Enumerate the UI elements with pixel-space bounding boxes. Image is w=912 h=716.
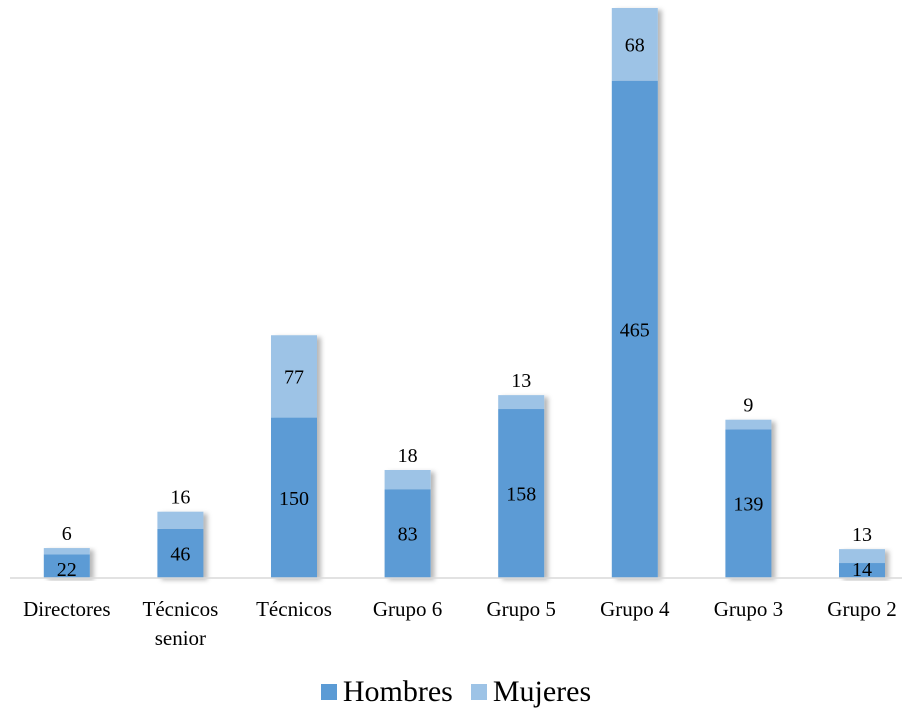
bar-hombres-grupo-4	[611, 80, 658, 578]
data-label-hombres-técnicos: 150	[279, 488, 309, 510]
data-label-hombres-grupo-5: 158	[506, 484, 536, 506]
data-label-mujeres-grupo-6: 18	[398, 445, 418, 467]
data-label-hombres-directores: 22	[57, 559, 77, 581]
bar-group-directores	[43, 548, 90, 578]
category-label-grupo-5: Grupo 5	[486, 597, 555, 621]
bar-group-técnicos	[271, 335, 317, 578]
bar-mujeres-técnicos	[271, 335, 317, 418]
category-label-grupo-2: Grupo 2	[827, 597, 896, 621]
bar-hombres-grupo-3	[725, 429, 772, 578]
data-label-hombres-grupo-4: 465	[620, 319, 650, 341]
legend: Hombres Mujeres	[0, 672, 912, 712]
category-label-grupo-6: Grupo 6	[373, 597, 442, 621]
data-label-hombres-grupo-2: 14	[852, 559, 872, 581]
category-label-grupo-3: Grupo 3	[714, 597, 783, 621]
bar-mujeres-grupo-4	[611, 8, 658, 81]
legend-swatch-mujeres	[470, 684, 487, 700]
legend-swatch-hombres	[320, 684, 337, 700]
data-label-mujeres-grupo-4: 68	[625, 34, 645, 56]
category-label-técnicos: Técnicos	[256, 597, 332, 621]
category-label-directores: Directores	[23, 597, 110, 621]
legend-label-mujeres: Mujeres	[492, 675, 592, 708]
bar-mujeres-grupo-2	[839, 549, 885, 564]
data-label-hombres-técnicos-senior: 46	[170, 543, 190, 565]
bar-mujeres-directores	[43, 548, 90, 555]
bar-group-grupo-3	[725, 419, 772, 578]
bar-hombres-grupo-2	[839, 563, 885, 578]
data-label-mujeres-grupo-3: 9	[743, 395, 753, 417]
bar-group-grupo-5	[498, 395, 545, 578]
data-label-mujeres-técnicos: 77	[284, 366, 304, 388]
bar-hombres-técnicos	[271, 417, 317, 578]
data-label-mujeres-grupo-5: 13	[511, 370, 531, 392]
bar-mujeres-grupo-3	[725, 419, 772, 430]
data-label-mujeres-grupo-2: 13	[852, 524, 872, 546]
bar-group-grupo-2	[839, 549, 885, 578]
data-label-hombres-grupo-6: 83	[398, 524, 418, 546]
stacked-bar-chart: 22 6 Directores 46 16 Técnicos senior 150 77 Técn…	[10, 8, 902, 650]
bar-mujeres-grupo-6	[384, 469, 431, 490]
bar-mujeres-grupo-5	[498, 395, 545, 410]
bar-group-grupo-6	[384, 469, 431, 578]
bar-hombres-directores	[43, 554, 90, 578]
data-label-hombres-grupo-3: 139	[733, 494, 763, 516]
legend-item-mujeres: Mujeres	[470, 675, 592, 709]
legend-item-hombres: Hombres	[320, 675, 453, 709]
bar-mujeres-técnicos-senior	[157, 511, 204, 529]
category-label-grupo-4: Grupo 4	[600, 597, 670, 621]
bar-group-técnicos-senior	[157, 511, 204, 578]
bar-hombres-grupo-5	[498, 409, 545, 578]
data-label-mujeres-técnicos-senior: 16	[170, 487, 190, 509]
data-label-mujeres-directores: 6	[62, 523, 72, 545]
category-label-técnicos-senior: Técnicos senior	[143, 597, 219, 650]
bar-hombres-grupo-6	[384, 489, 431, 578]
bar-hombres-técnicos-senior	[157, 528, 204, 578]
bar-group-grupo-4	[611, 8, 658, 578]
legend-label-hombres: Hombres	[342, 675, 453, 708]
